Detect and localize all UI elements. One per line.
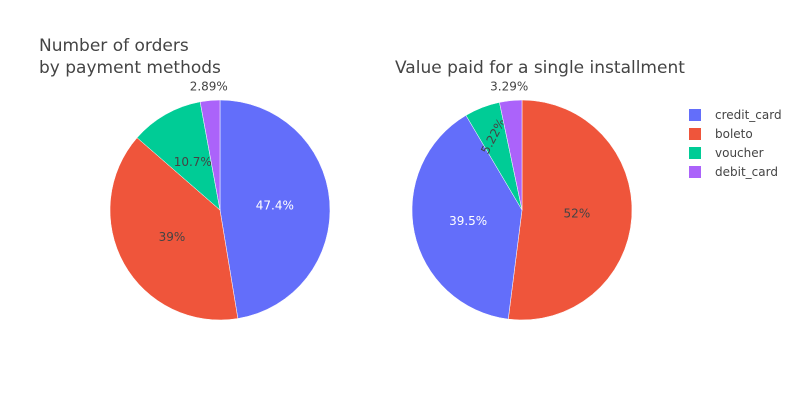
pie-1-label-credit-card: 47.4%: [256, 199, 294, 213]
pie-chart-installment-value: 52%39.5%5.22%3.29%: [411, 80, 633, 321]
legend-label-credit-card: credit_card: [715, 108, 782, 122]
legend-swatch-boleto: [689, 128, 701, 140]
pie-2-label-boleto: 52%: [564, 206, 591, 220]
pie-1-label-voucher: 10.7%: [174, 155, 212, 169]
pie-2-slice-boleto[interactable]: [507, 99, 633, 321]
legend-label-debit-card: debit_card: [715, 165, 778, 179]
legend-label-voucher: voucher: [715, 146, 764, 160]
chart-1-title: Number of orders: [39, 36, 189, 56]
legend-item-credit-card[interactable]: credit_card: [689, 108, 782, 122]
legend: credit_card boleto voucher debit_card: [689, 108, 782, 179]
legend-item-debit-card[interactable]: debit_card: [689, 165, 778, 179]
pie-1-slice-voucher[interactable]: [136, 101, 221, 211]
chart-2-title: Value paid for a single installment: [395, 58, 685, 78]
pie-2-slice-debit-card[interactable]: [499, 99, 523, 211]
legend-swatch-voucher: [689, 147, 701, 159]
pie-1-label-debit-card: 2.89%: [190, 80, 228, 94]
legend-swatch-debit-card: [689, 166, 701, 178]
legend-label-boleto: boleto: [715, 127, 753, 141]
chart-1-subtitle: by payment methods: [39, 58, 221, 78]
legend-swatch-credit-card: [689, 109, 701, 121]
pie-2-label-credit-card: 39.5%: [449, 214, 487, 228]
pie-1-slice-credit-card[interactable]: [219, 99, 331, 319]
pie-chart-orders: 47.4% 39% 10.7% 2.89%: [109, 80, 331, 321]
legend-item-voucher[interactable]: voucher: [689, 146, 764, 160]
pie-2-label-debit-card: 3.29%: [490, 80, 528, 94]
pie-2-slice-credit-card[interactable]: [411, 115, 523, 320]
legend-item-boleto[interactable]: boleto: [689, 127, 753, 141]
pie-1-label-boleto: 39%: [159, 230, 186, 244]
pie-1-slice-debit-card[interactable]: [199, 99, 221, 211]
pie-1-slice-boleto[interactable]: [109, 137, 239, 321]
